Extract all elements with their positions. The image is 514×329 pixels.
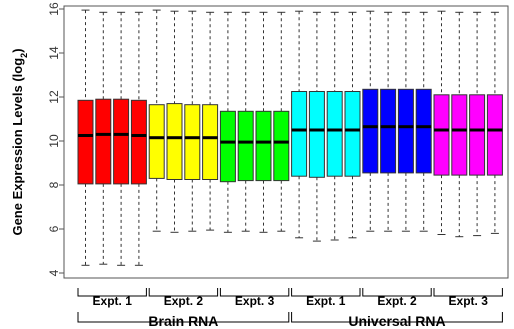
box <box>451 94 468 176</box>
box <box>237 110 254 182</box>
box <box>308 91 325 178</box>
box <box>130 99 147 185</box>
box <box>273 110 290 182</box>
y-axis-label-subscript: 2 <box>19 53 29 58</box>
plot-area <box>63 5 509 279</box>
box <box>184 104 201 180</box>
box <box>77 99 94 185</box>
y-tick-label: 16 <box>47 2 61 16</box>
super-group-label: Universal RNA <box>348 313 445 329</box>
group-brackets: Expt. 1 Expt. 2 Expt. 3 Expt. 1 Expt. 2 Expt.… <box>77 288 503 329</box>
box <box>326 91 343 177</box>
group-label: Expt. 3 <box>449 294 489 308</box>
plot-frame <box>63 5 509 279</box>
y-axis-label-suffix: ) <box>10 48 25 52</box>
group-bracket <box>291 288 361 297</box>
group-label: Expt. 3 <box>235 294 275 308</box>
super-group-bracket <box>77 312 290 323</box>
y-tick-label: 4 <box>47 269 61 276</box>
y-tick-label: 6 <box>47 225 61 232</box>
box <box>415 88 432 174</box>
box <box>362 88 379 174</box>
box <box>95 98 112 185</box>
group-bracket <box>362 288 432 297</box>
super-group-label: Brain RNA <box>148 313 218 329</box>
box <box>113 98 130 185</box>
y-axis-label: Gene Expression Levels (log2) <box>10 48 29 235</box>
group-label: Expt. 1 <box>306 294 346 308</box>
y-axis-label-main: Gene Expression Levels (log <box>10 58 25 236</box>
y-tick-label: 14 <box>47 46 61 60</box>
box <box>166 103 183 180</box>
box <box>202 104 219 180</box>
box <box>291 91 308 177</box>
y-axis: 4 6 8 10 12 14 16 <box>47 2 64 276</box>
box <box>148 104 165 179</box>
y-tick-label: 10 <box>47 134 61 148</box>
box <box>219 110 236 183</box>
box <box>380 88 397 174</box>
box <box>255 110 272 182</box>
group-bracket <box>433 288 503 297</box>
box <box>344 91 361 177</box>
group-label: Expt. 2 <box>164 294 204 308</box>
group-bracket <box>148 288 219 297</box>
group-bracket <box>77 288 147 297</box>
y-tick-label: 12 <box>47 90 61 104</box>
box <box>486 94 503 176</box>
y-tick-label: 8 <box>47 181 61 188</box>
box <box>433 94 450 176</box>
group-label: Expt. 1 <box>93 294 133 308</box>
super-group-bracket <box>291 312 503 323</box>
group-bracket <box>219 288 290 297</box>
box <box>397 88 414 174</box>
group-label: Expt. 2 <box>377 294 417 308</box>
box <box>469 94 486 176</box>
